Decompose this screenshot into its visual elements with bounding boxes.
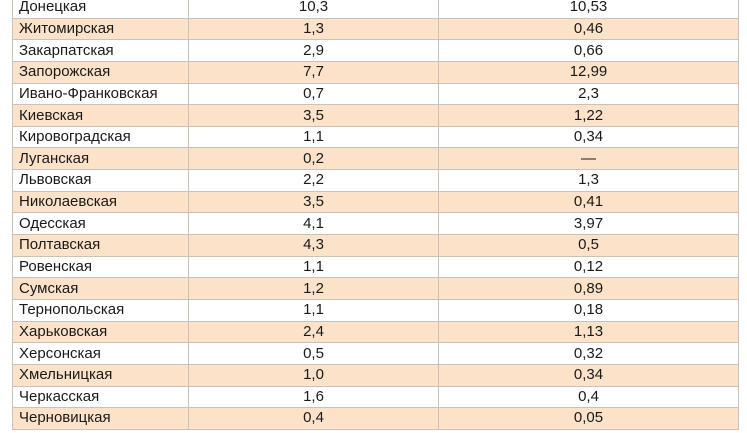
value-cell: 4,1	[188, 212, 439, 236]
table-row: Хмельницкая 1,0 0,34	[12, 364, 739, 387]
value-cell: 0,18	[438, 299, 739, 322]
value-cell: 0,5	[188, 342, 439, 365]
table-row: Ивано-Франковская 0,7 2,3	[12, 83, 739, 106]
value-cell: 0,46	[438, 18, 739, 41]
region-cell: Сумская	[12, 277, 189, 300]
table-row: Тернопольская 1,1 0,18	[12, 299, 739, 322]
value-cell: 0,89	[438, 277, 739, 300]
region-cell: Закарпатская	[12, 39, 189, 62]
value-cell: 0,4	[438, 386, 739, 409]
value-cell: 1,1	[188, 299, 439, 322]
region-cell: Львовская	[12, 169, 189, 192]
value-cell: 3,5	[188, 191, 439, 214]
value-cell: 1,6	[188, 386, 439, 409]
region-cell: Луганская	[12, 147, 189, 171]
value-cell: 12,99	[438, 61, 739, 84]
table-row: Херсонская 0,5 0,32	[12, 342, 739, 365]
table-row: Одесская 4,1 3,97	[12, 212, 739, 236]
value-cell: 1,3	[188, 18, 439, 41]
value-cell: 0,4	[188, 407, 439, 430]
region-cell: Одесская	[12, 212, 189, 236]
table-row: Кировоградская 1,1 0,34	[12, 126, 739, 149]
value-cell: 0,12	[438, 256, 739, 279]
table-row: Закарпатская 2,9 0,66	[12, 39, 739, 62]
value-cell: 2,2	[188, 169, 439, 192]
region-cell: Запорожская	[12, 61, 189, 84]
region-cell: Киевская	[12, 104, 189, 127]
value-cell: —	[438, 147, 739, 171]
region-cell: Житомирская	[12, 18, 189, 41]
table-row: Сумская 1,2 0,89	[12, 277, 739, 300]
region-cell: Хмельницкая	[12, 364, 189, 387]
table-body: Донецкая 10,3 10,53 Житомирская 1,3 0,46 Закар…	[12, 0, 739, 430]
table-row: Житомирская 1,3 0,46	[12, 18, 739, 41]
region-cell: Кировоградская	[12, 126, 189, 149]
value-cell: 0,2	[188, 147, 439, 171]
region-cell: Николаевская	[12, 191, 189, 214]
region-cell: Харьковская	[12, 321, 189, 344]
value-cell: 2,9	[188, 39, 439, 62]
table-row: Черновицкая 0,4 0,05	[12, 407, 739, 430]
value-cell: 0,7	[188, 83, 439, 106]
value-cell: 3,97	[438, 212, 739, 236]
region-cell: Тернопольская	[12, 299, 189, 322]
value-cell: 0,66	[438, 39, 739, 62]
table-row: Полтавская 4,3 0,5	[12, 234, 739, 257]
data-table: Донецкая 10,3 10,53 Житомирская 1,3 0,46 Закар…	[12, 0, 739, 430]
region-cell: Херсонская	[12, 342, 189, 365]
value-cell: 0,34	[438, 364, 739, 387]
table-row: Львовская 2,2 1,3	[12, 169, 739, 192]
value-cell: 0,41	[438, 191, 739, 214]
value-cell: 1,1	[188, 126, 439, 149]
value-cell: 10,3	[188, 0, 439, 19]
region-cell: Черновицкая	[12, 407, 189, 430]
value-cell: 3,5	[188, 104, 439, 127]
value-cell: 1,13	[438, 321, 739, 344]
value-cell: 1,0	[188, 364, 439, 387]
value-cell: 7,7	[188, 61, 439, 84]
value-cell: 1,3	[438, 169, 739, 192]
table-row: Луганская 0,2—	[12, 147, 739, 171]
table-row: Харьковская 2,4 1,13	[12, 321, 739, 344]
value-cell: 0,34	[438, 126, 739, 149]
value-cell: 0,32	[438, 342, 739, 365]
region-cell: Донецкая	[12, 0, 189, 19]
table-row: Киевская 3,5 1,22	[12, 104, 739, 127]
value-cell: 0,05	[438, 407, 739, 430]
table-row: Николаевская 3,5 0,41	[12, 191, 739, 214]
value-cell: 1,1	[188, 256, 439, 279]
value-cell: 4,3	[188, 234, 439, 257]
region-cell: Черкасская	[12, 386, 189, 409]
table-row: Донецкая 10,3 10,53	[12, 0, 739, 19]
region-cell: Ивано-Франковская	[12, 83, 189, 106]
value-cell: 0,5	[438, 234, 739, 257]
table-row: Запорожская 7,7 12,99	[12, 61, 739, 84]
table-row: Черкасская 1,6 0,4	[12, 386, 739, 409]
region-cell: Ровенская	[12, 256, 189, 279]
region-cell: Полтавская	[12, 234, 189, 257]
table-row: Ровенская 1,1 0,12	[12, 256, 739, 279]
value-cell: 1,22	[438, 104, 739, 127]
value-cell: 2,4	[188, 321, 439, 344]
value-cell: 10,53	[438, 0, 739, 19]
value-cell: 1,2	[188, 277, 439, 300]
value-cell: 2,3	[438, 83, 739, 106]
